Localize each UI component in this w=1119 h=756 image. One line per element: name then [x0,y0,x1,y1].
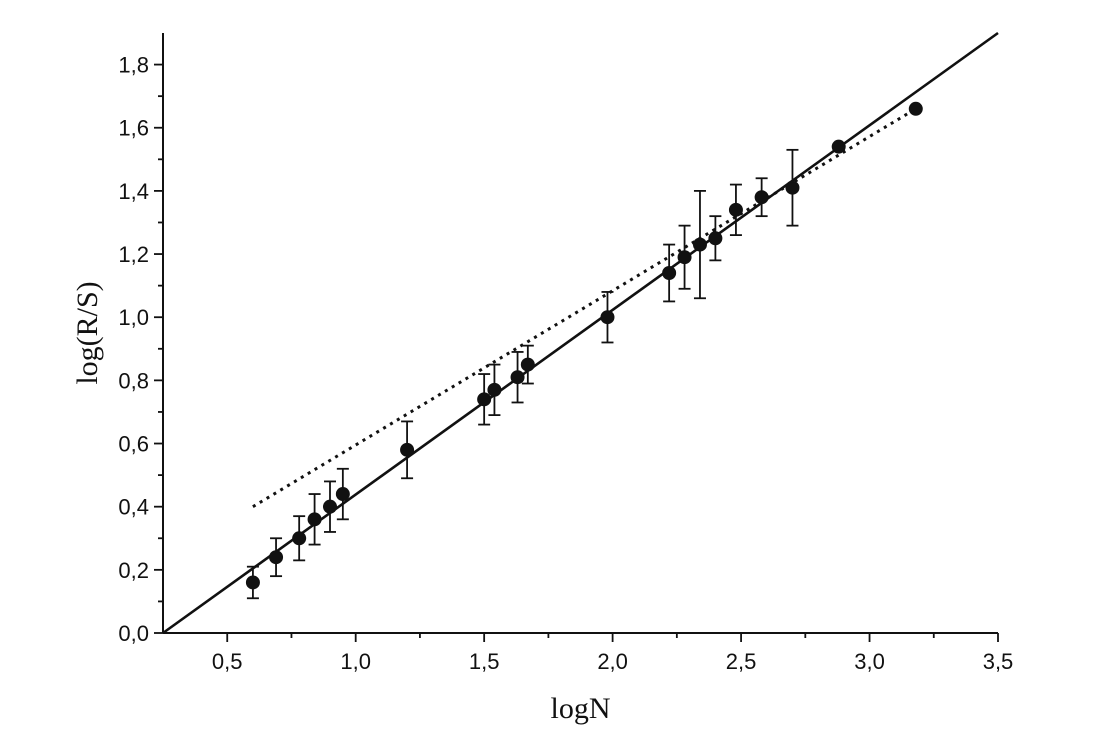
data-point [400,442,415,457]
data-point [520,357,535,372]
data-point [323,499,337,514]
y-tick-label: 0,8 [118,368,149,393]
y-ticks: 0,0 0,2 0,4 0,6 0,8 1,0 1,2 1,4 1,6 1,8 [118,53,163,646]
data-point [307,512,322,527]
data-point [477,392,492,407]
data-point [510,370,525,385]
data-markers [245,101,923,590]
fit-line [162,31,999,635]
data-point [677,250,692,265]
error-bars [246,148,799,600]
data-point [692,237,707,252]
x-ticks: 0,5 1,0 1,5 2,0 2,5 3,0 3,5 [212,633,1013,674]
data-point [754,190,769,205]
data-point [831,139,846,154]
y-tick-label: 0,0 [118,621,149,646]
x-tick-label: 2,0 [597,649,628,674]
y-axis-title: log(R/S) [71,281,104,384]
data-point [785,180,800,195]
x-tick-label: 3,0 [854,649,885,674]
x-tick-label: 1,0 [340,649,371,674]
y-tick-label: 1,2 [118,242,149,267]
x-axis-title: logN [551,692,611,725]
y-tick-label: 0,4 [118,495,149,520]
y-tick-label: 1,8 [118,53,149,78]
data-point [600,310,615,325]
data-point [728,202,743,217]
data-point [335,487,350,502]
dotted-trend-line [252,107,917,508]
data-point [908,101,923,116]
x-tick-label: 3,5 [983,649,1014,674]
data-point [708,231,723,246]
data-point [292,531,307,546]
data-point [269,550,284,565]
plot-axes [162,33,998,634]
series-lines [162,31,999,635]
y-tick-label: 1,6 [118,116,149,141]
data-point [487,382,502,397]
y-tick-label: 1,0 [118,305,149,330]
y-tick-label: 0,2 [118,558,149,583]
y-tick-label: 1,4 [118,179,149,204]
y-tick-label: 0,6 [118,432,149,457]
data-point [245,575,260,590]
x-tick-label: 2,5 [726,649,757,674]
data-point [662,266,677,280]
x-tick-label: 1,5 [469,649,500,674]
x-tick-label: 0,5 [212,649,243,674]
